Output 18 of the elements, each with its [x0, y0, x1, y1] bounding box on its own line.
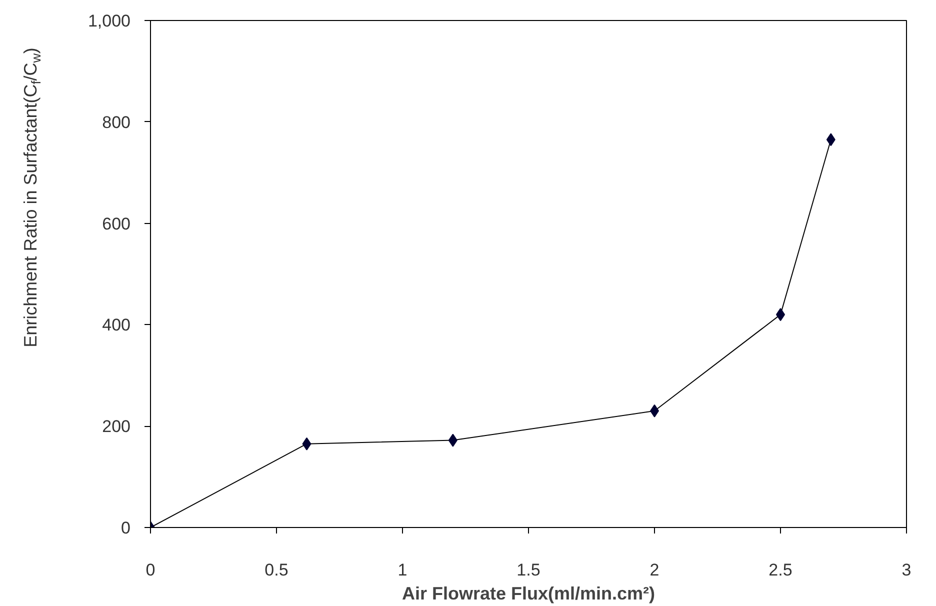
- y-axis-title: Enrichment Ratio in Surfactant(Cf/Cw): [20, 48, 44, 348]
- point: [302, 437, 312, 450]
- x-tick-label: 2: [650, 560, 660, 580]
- x-tick-label: 0.5: [264, 560, 288, 580]
- x-tick-label: 1: [398, 560, 408, 580]
- point: [448, 434, 458, 447]
- x-axis-title: Air Flowrate Flux(ml/min.cm²): [402, 584, 656, 604]
- y-tick-label: 1,000: [88, 12, 131, 30]
- point: [826, 133, 836, 146]
- x-tick-label: 1.5: [516, 560, 540, 580]
- x-tick-label: 0: [146, 560, 156, 580]
- x-tick-label: 3: [902, 560, 912, 580]
- y-tick-label: 400: [102, 316, 131, 335]
- y-tick-label: 0: [121, 518, 131, 538]
- y-tick-label: 800: [102, 112, 131, 132]
- y-tick-label: 600: [102, 214, 131, 234]
- x-tick-label: 2.5: [768, 560, 792, 580]
- y-tick-label: 200: [102, 417, 131, 436]
